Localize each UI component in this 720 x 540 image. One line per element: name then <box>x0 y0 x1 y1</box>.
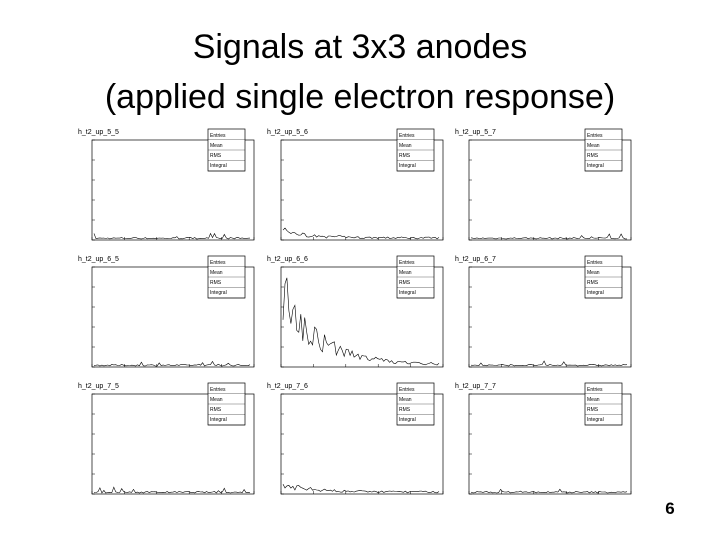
stats-label: Entries <box>399 260 415 266</box>
stats-label: Entries <box>587 260 603 266</box>
stats-label: Integral <box>587 417 604 423</box>
stats-label: RMS <box>210 280 222 286</box>
signal-trace <box>282 227 440 240</box>
plot-frame <box>468 393 632 495</box>
histogram-name: h_t2_up_5_7 <box>455 129 496 136</box>
histogram-name: h_t2_up_5_5 <box>78 129 119 136</box>
histogram-panel: h_t2_up_7_5 Entries Mean RMS Integral <box>78 382 255 495</box>
histogram-grid: h_t2_up_5_5 EntriesMeanRMSIntegralh_t2_up… <box>78 128 632 495</box>
stats-label: RMS <box>210 153 222 159</box>
stats-label: RMS <box>587 280 599 286</box>
stats-label: Mean <box>399 397 412 403</box>
plot-frame <box>280 139 444 241</box>
signal-trace <box>282 277 440 366</box>
stats-label: Mean <box>587 270 600 276</box>
signal-trace <box>470 360 628 367</box>
plot-frame <box>468 266 632 368</box>
stats-label: Integral <box>587 163 604 169</box>
stats-label: Integral <box>399 290 416 296</box>
plot-frame <box>280 266 444 368</box>
histogram-panel: h_t2_up_5_5 Entries Mean RMS Integral <box>78 128 255 241</box>
stats-label: Integral <box>210 163 227 169</box>
stats-label: Entries <box>399 133 415 139</box>
plot-frame <box>280 393 444 495</box>
stats-label: Entries <box>210 133 226 139</box>
histogram-name: h_t2_up_7_5 <box>78 383 119 390</box>
stats-label: Entries <box>210 260 226 266</box>
stats-label: RMS <box>399 407 411 413</box>
histogram-name: h_t2_up_5_6 <box>267 129 308 136</box>
stats-label: Integral <box>399 163 416 169</box>
stats-label: Mean <box>210 270 223 276</box>
signal-trace <box>470 233 627 240</box>
stats-label: Mean <box>210 143 223 149</box>
histogram-panel: h_t2_up_5_6 Entries Mean RMS Integral <box>267 128 444 241</box>
stats-label: Mean <box>587 397 600 403</box>
histogram-panel: h_t2_up_6_6 Entries Mean RMS Integral <box>267 255 444 368</box>
stats-label: RMS <box>399 153 411 159</box>
histogram-name: h_t2_up_7_7 <box>455 383 496 390</box>
stats-label: RMS <box>210 407 222 413</box>
stats-label: Entries <box>587 133 603 139</box>
stats-label: Entries <box>399 387 415 393</box>
histogram-name: h_t2_up_7_6 <box>267 383 308 390</box>
stats-label: Integral <box>210 417 227 423</box>
stats-label: RMS <box>587 153 599 159</box>
signal-trace <box>93 486 251 494</box>
plot-frame <box>91 139 255 241</box>
stats-label: RMS <box>399 280 411 286</box>
plot-frame <box>91 266 255 368</box>
stats-label: Mean <box>399 143 412 149</box>
histogram-panel: h_t2_up_6_5 Entries Mean RMS Integral <box>78 255 255 368</box>
plot-frame <box>468 139 632 241</box>
histogram-name: h_t2_up_6_6 <box>267 256 308 263</box>
signal-trace <box>93 232 251 240</box>
stats-label: Mean <box>210 397 223 403</box>
stats-label: RMS <box>587 407 599 413</box>
stats-label: Mean <box>587 143 600 149</box>
signal-trace <box>93 360 251 367</box>
stats-label: Integral <box>399 417 416 423</box>
stats-label: Integral <box>210 290 227 296</box>
title-line: (applied single electron response) <box>105 78 615 116</box>
histogram-name: h_t2_up_6_5 <box>78 256 119 263</box>
histogram-panel: h_t2_up_6_7 Entries Mean RMS Integral <box>455 255 632 368</box>
histogram-panel: h_t2_up_7_6 Entries Mean RMS Integral <box>267 382 444 495</box>
stats-label: Entries <box>587 387 603 393</box>
stats-label: Mean <box>399 270 412 276</box>
stats-label: Integral <box>587 290 604 296</box>
histogram-name: h_t2_up_6_7 <box>455 256 496 263</box>
stats-label: Entries <box>210 387 226 393</box>
signal-trace <box>282 484 440 494</box>
title-line: Signals at 3x3 anodes <box>193 28 528 66</box>
signal-trace <box>470 488 628 494</box>
plot-frame <box>91 393 255 495</box>
page-number: 6 <box>665 499 674 518</box>
histogram-panel: h_t2_up_7_7 Entries Mean RMS Integral <box>455 382 632 495</box>
histogram-panel: h_t2_up_5_7 Entries Mean RMS Integral <box>455 128 632 241</box>
